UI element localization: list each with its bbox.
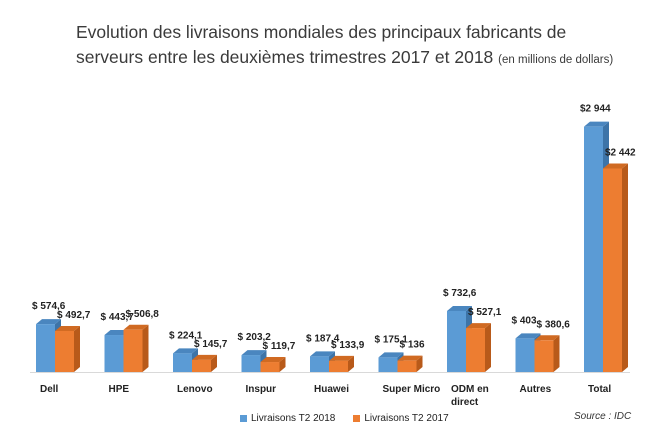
bar-top-odm-en-direct-2017 xyxy=(466,323,491,329)
bar-autres-2018 xyxy=(515,338,535,372)
bar-hpe-2017 xyxy=(123,329,143,372)
bar-side-dell-2017 xyxy=(74,325,80,372)
bar-side-odm-en-direct-2017 xyxy=(485,323,491,372)
category-label-inspur: Inspur xyxy=(246,384,277,395)
bar-top-autres-2018 xyxy=(515,333,541,339)
bar-top-hpe-2017 xyxy=(123,324,149,330)
bar-top-huawei-2017 xyxy=(329,355,354,361)
data-label-autres-2017: $ 380,6 xyxy=(537,319,571,330)
chart-title-main: Evolution des livraisons mondiales des p… xyxy=(76,22,567,67)
data-label-hpe-2017: $ 506,8 xyxy=(126,309,160,320)
bar-huawei-2017 xyxy=(329,360,348,372)
bar-top-total-2017 xyxy=(603,163,628,169)
bar-top-total-2018 xyxy=(584,121,609,127)
category-label-super-micro: Super Micro xyxy=(383,384,441,395)
bar-total-2018 xyxy=(584,126,603,373)
bar-side-huawei-2017 xyxy=(348,355,354,372)
bar-top-hpe-2018 xyxy=(104,330,130,336)
chart-title: Evolution des livraisons mondiales des p… xyxy=(76,20,636,73)
category-label-total: Total xyxy=(588,384,611,395)
data-label-super-micro-2017: $ 136 xyxy=(400,340,425,351)
bar-side-inspur-2017 xyxy=(279,357,286,372)
bar-top-lenovo-2017 xyxy=(192,354,217,360)
bar-top-dell-2017 xyxy=(55,325,80,331)
data-label-lenovo-2018: $ 224,1 xyxy=(169,330,203,341)
bar-inspur-2018 xyxy=(241,355,261,372)
bar-top-super-micro-2017 xyxy=(397,355,423,361)
bar-side-hpe-2017 xyxy=(142,324,149,372)
bar-hpe-2018 xyxy=(104,335,124,372)
data-label-autres-2018: $ 403 xyxy=(512,315,537,326)
bar-huawei-2018 xyxy=(310,356,329,372)
data-label-super-micro-2018: $ 175,1 xyxy=(375,334,409,345)
legend-label-2017: Livraisons T2 2017 xyxy=(364,413,449,424)
bar-total-2017 xyxy=(603,168,622,372)
category-label-dell: Dell xyxy=(40,384,59,395)
legend-label-2018: Livraisons T2 2018 xyxy=(251,413,336,424)
bar-lenovo-2018 xyxy=(173,353,192,372)
category-label-autres: Autres xyxy=(520,384,552,395)
bar-odm-en-direct-2017 xyxy=(466,328,485,372)
bar-top-super-micro-2018 xyxy=(378,352,404,358)
category-label-huawei: Huawei xyxy=(314,384,349,395)
data-label-dell-2017: $ 492,7 xyxy=(57,310,91,321)
bar-dell-2017 xyxy=(55,330,74,372)
data-label-lenovo-2017: $ 145,7 xyxy=(194,339,228,350)
bar-odm-en-direct-2018 xyxy=(447,310,466,372)
bar-side-total-2017 xyxy=(622,163,628,372)
bar-top-inspur-2018 xyxy=(241,350,267,356)
data-label-inspur-2018: $ 203,2 xyxy=(238,332,272,343)
data-label-odm-en-direct-2017: $ 527,1 xyxy=(468,307,502,318)
bar-top-huawei-2018 xyxy=(310,351,335,357)
bar-super-micro-2017 xyxy=(397,360,417,372)
bar-dell-2018 xyxy=(36,324,55,372)
data-label-inspur-2017: $ 119,7 xyxy=(263,341,296,352)
data-label-huawei-2018: $ 187,4 xyxy=(306,333,340,344)
bar-top-autres-2017 xyxy=(534,335,560,341)
bar-super-micro-2018 xyxy=(378,357,398,372)
bar-side-autres-2017 xyxy=(553,335,560,372)
bar-side-lenovo-2017 xyxy=(211,354,217,372)
bar-top-lenovo-2018 xyxy=(173,348,198,354)
bar-side-super-micro-2017 xyxy=(416,355,423,372)
data-label-dell-2018: $ 574,6 xyxy=(32,301,66,312)
category-label-odm-en-direct-line1: ODM en xyxy=(451,384,489,395)
data-label-huawei-2017: $ 133,9 xyxy=(331,340,365,351)
legend-swatch-2018 xyxy=(240,415,247,422)
source-note: Source : IDC xyxy=(574,411,632,422)
bar-lenovo-2017 xyxy=(192,359,211,372)
category-label-hpe: HPE xyxy=(109,384,130,395)
chart-legend: Livraisons T2 2018 Livraisons T2 2017 xyxy=(240,413,467,424)
category-label-lenovo: Lenovo xyxy=(177,384,213,395)
bar-inspur-2017 xyxy=(260,362,280,372)
legend-swatch-2017 xyxy=(353,415,361,422)
legend-item-2018: Livraisons T2 2018 xyxy=(240,413,335,424)
data-label-hpe-2018: $ 443,7 xyxy=(101,312,135,323)
bar-top-inspur-2017 xyxy=(260,357,286,363)
bar-top-odm-en-direct-2018 xyxy=(447,305,472,311)
category-label-odm-en-direct-line2: direct xyxy=(451,397,479,408)
bar-autres-2017 xyxy=(534,340,554,372)
data-label-total-2018: $2 944 xyxy=(580,104,611,115)
data-label-odm-en-direct-2018: $ 732,6 xyxy=(443,288,477,299)
legend-item-2017: Livraisons T2 2017 xyxy=(353,413,449,424)
bar-top-dell-2018 xyxy=(36,319,61,325)
chart-title-subtitle: (en millions de dollars) xyxy=(498,54,614,66)
data-label-total-2017: $2 442 xyxy=(605,148,636,159)
